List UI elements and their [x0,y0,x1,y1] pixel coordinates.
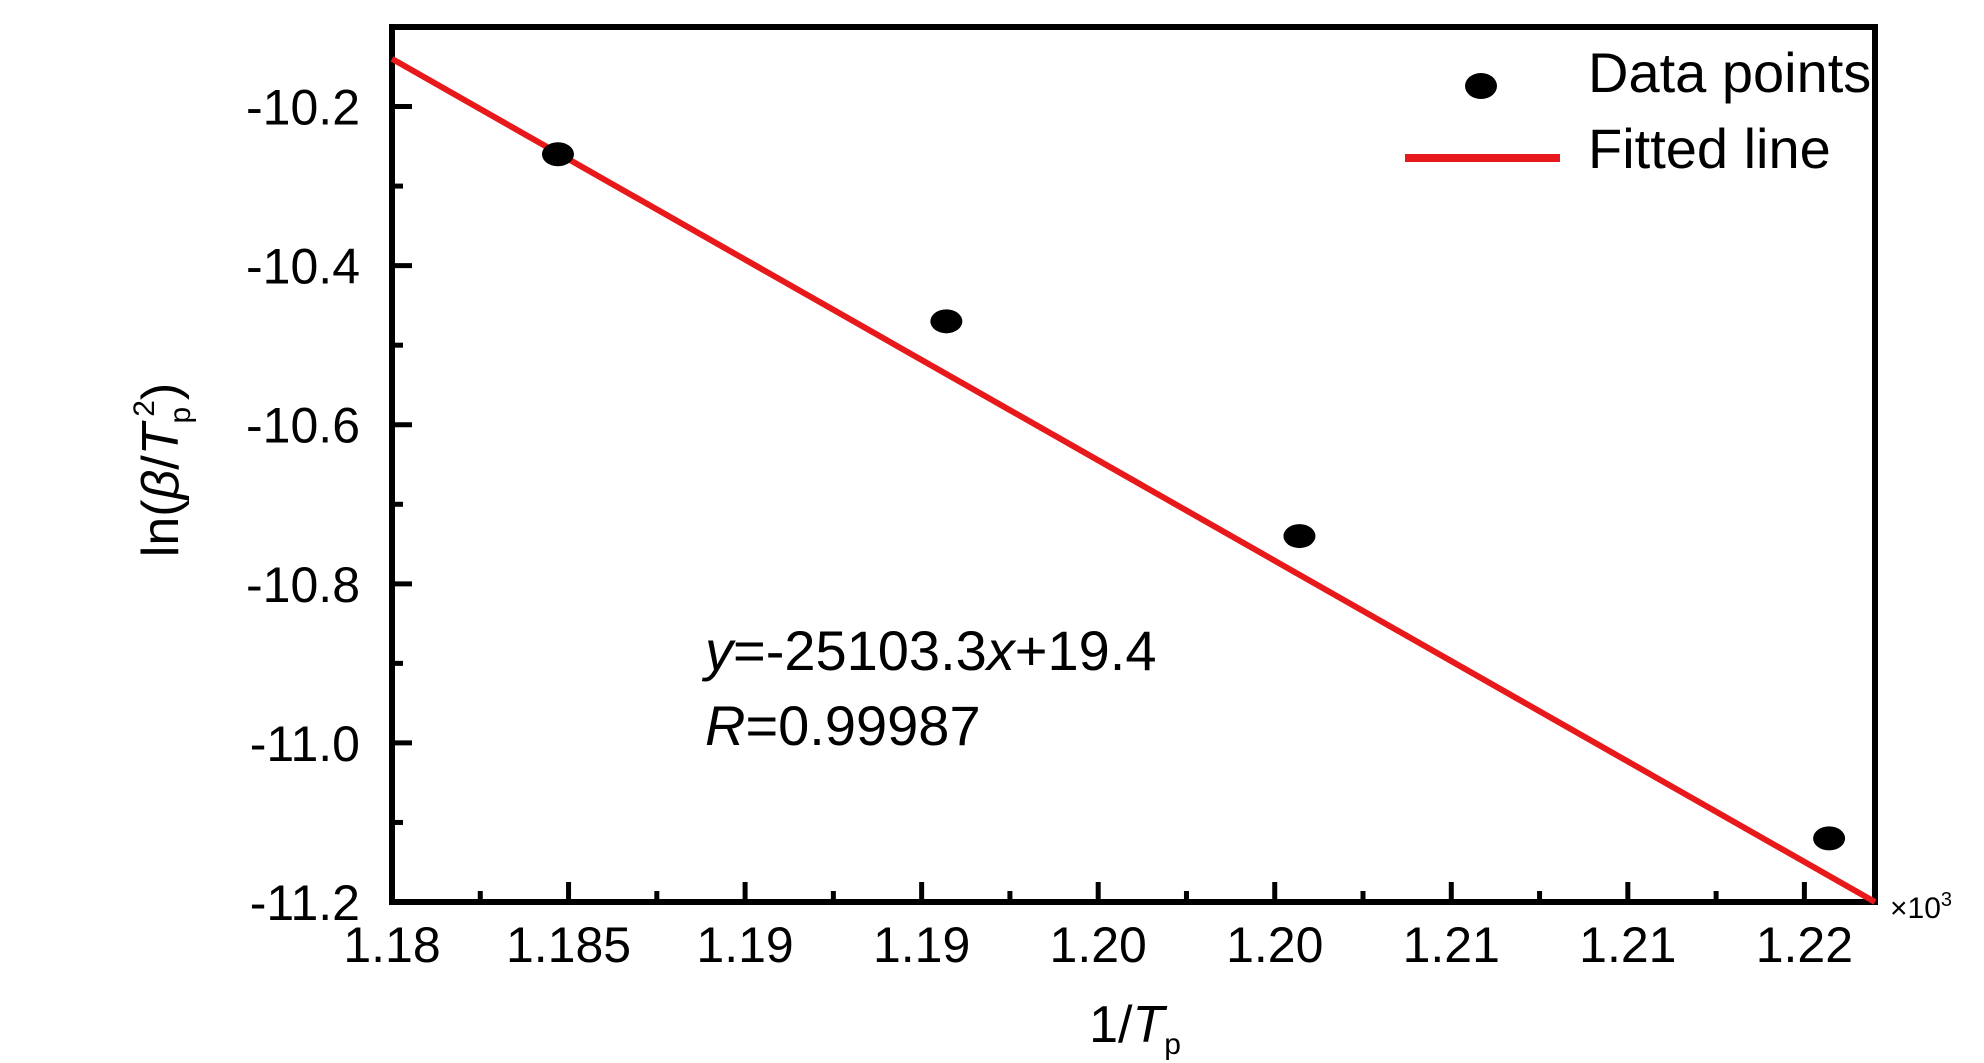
x-multiplier: ×103 [1890,889,1952,925]
x-axis-ticks [389,882,1807,902]
legend-marker-data-points [1465,73,1497,99]
x-tick-label: 1.19 [696,917,793,973]
x-tick-label: 1.20 [1050,917,1147,973]
legend: Data points Fitted line [1405,41,1871,180]
x-tick-label: 1.20 [1226,917,1323,973]
data-point [1283,524,1316,549]
y-tick-label: -10.6 [246,398,360,454]
data-point [1813,826,1846,851]
x-axis-title: 1/Tp [1089,996,1181,1061]
y-tick-label: -11.0 [250,716,360,772]
y-axis-title: ln(β/Tp2) [128,383,197,557]
plot-frame [389,24,1878,905]
fitted-line [390,56,1877,905]
y-tick-label: -10.4 [246,239,360,295]
x-tick-label: 1.22 [1756,917,1853,973]
legend-label-data-points: Data points [1588,41,1871,104]
data-point [930,309,963,334]
fit-equation: y=-25103.3x+19.4 [701,619,1156,682]
legend-label-fitted-line: Fitted line [1588,117,1831,180]
x-tick-label: 1.185 [506,917,631,973]
x-tick-label: 1.18 [343,917,440,973]
x-tick-label: 1.21 [1403,917,1500,973]
x-tick-label: 1.19 [873,917,970,973]
fit-r-value: R=0.99987 [705,694,981,757]
x-tick-label: 1.21 [1579,917,1676,973]
x-multiplier-exp: 3 [1941,889,1952,911]
y-tick-label: -11.2 [250,875,360,931]
series-layer [390,56,1877,905]
y-tick-label: -10.8 [246,557,360,613]
x-axis-tick-labels: 1.18 1.185 1.19 1.19 1.20 1.20 1.21 1.21 1.22 [343,917,1853,973]
y-tick-label: -10.2 [246,80,360,136]
y-axis-tick-labels: -10.2 -10.4 -10.6 -10.8 -11.0 -11.2 [246,80,360,931]
y-axis-ticks [392,104,412,905]
data-point [541,142,574,167]
